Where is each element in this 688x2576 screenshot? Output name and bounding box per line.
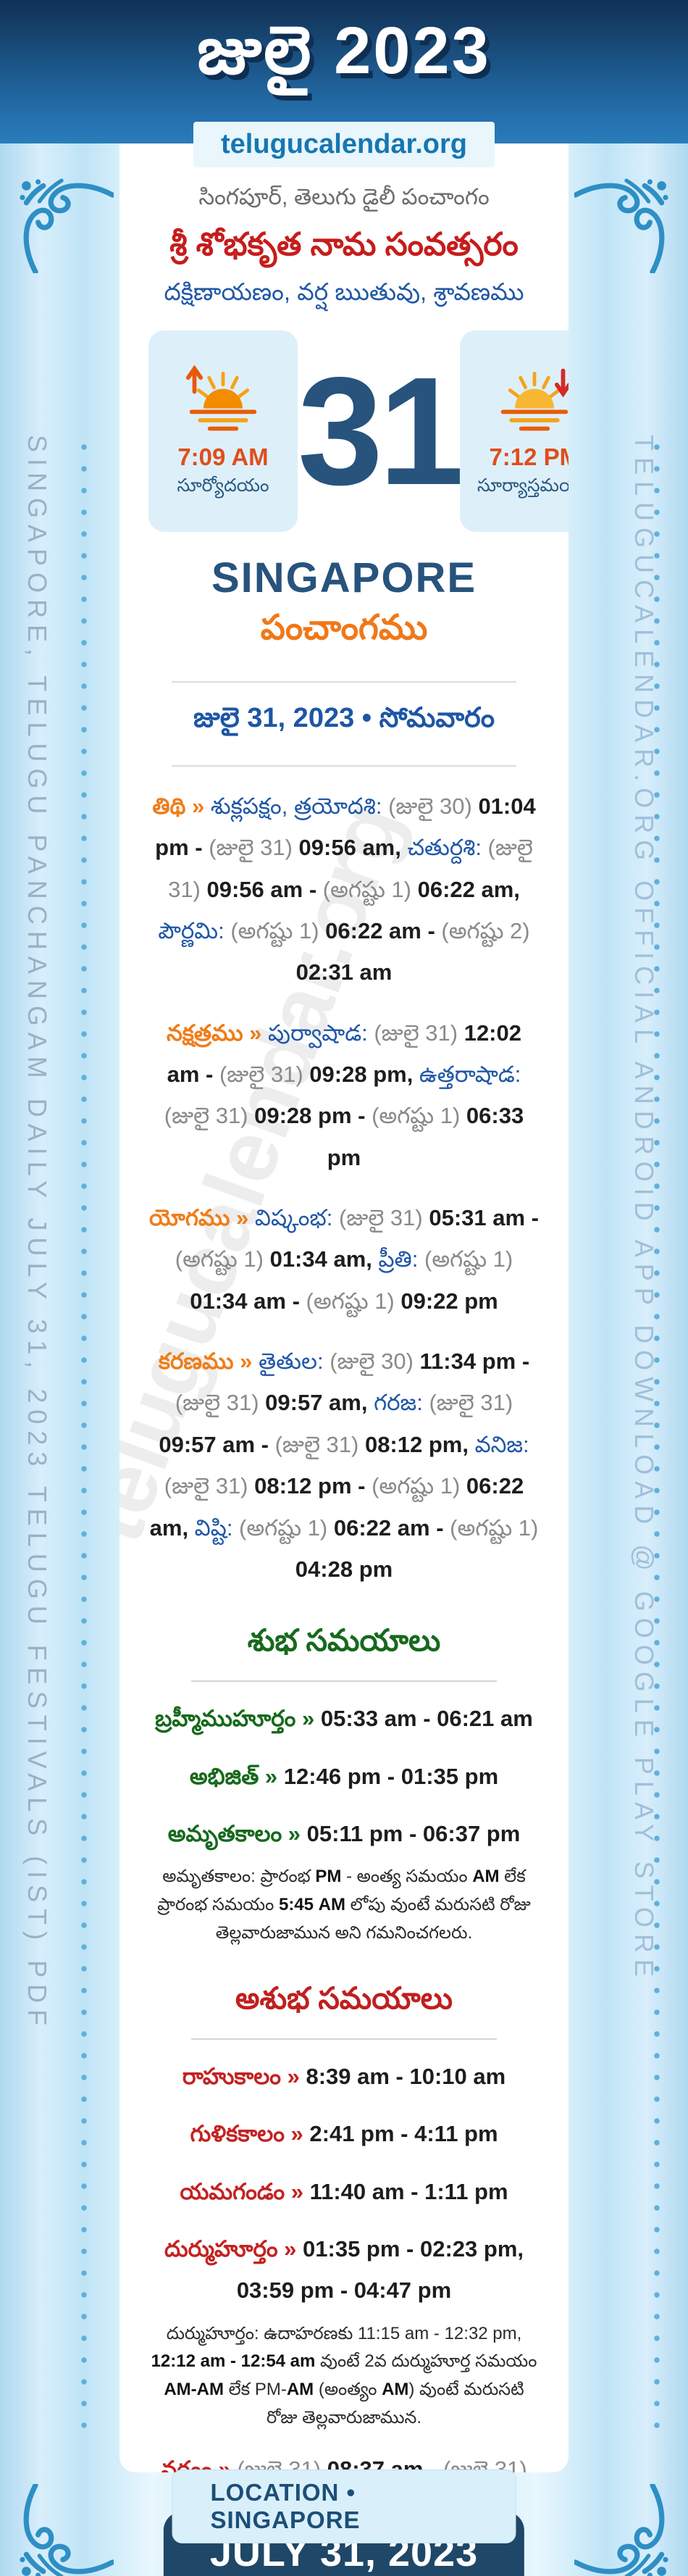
karana-line: కరణము » తైతుల: (జులై 30) 11:34 pm - (జుల… (149, 1349, 539, 1582)
divider (172, 765, 516, 767)
nakshatra-line: నక్షత్రము » పుర్వాషాడ: (జులై 31) 12:02 a… (164, 1020, 524, 1170)
date-line: జులై 31, 2023 • సోమవారం (193, 703, 495, 733)
sunrise-time: 7:09 AM (177, 443, 269, 470)
tagline: సింగపూర్, తెలుగు డైలీ పంచాంగం (198, 184, 490, 209)
shubha-heading: శుభ సమయాలు (247, 1623, 441, 1658)
flourish-corner-icon (574, 2484, 668, 2576)
durmuhurtam-line: దుర్ముహూర్తం » 01:35 pm - 02:23 pm, 03:5… (164, 2235, 524, 2304)
sunrise-icon (185, 364, 257, 430)
flourish-corner-icon (20, 178, 114, 273)
tithi-line: తిథి » శుక్లపక్షం, త్రయోదశి: (జులై 30) 0… (152, 793, 536, 985)
day-number: 31 (298, 345, 464, 517)
panchangam-title: పంచాంగము (260, 609, 428, 647)
city-name: SINGAPORE (211, 554, 477, 601)
yoga-line: యోగము » విష్కంభ: (జులై 31) 05:31 am - (అ… (149, 1205, 539, 1314)
sunset-icon (500, 368, 569, 430)
sunrise-label: సూర్యోదయం (177, 475, 269, 496)
sun-times-row: 7:09 AM సూర్యోదయం 31 (148, 330, 569, 532)
yamagandam-line: యమగండం » 11:40 am - 1:11 pm (180, 2178, 508, 2204)
divider (191, 2038, 497, 2040)
site-link[interactable]: telugucalendar.org (193, 122, 495, 167)
header-banner: జులై 2023 (0, 0, 688, 143)
rahukalam-line: రాహుకాలం » 8:39 am - 10:10 am (182, 2063, 506, 2089)
brahmi-muhurtham-line: బ్రహ్మీముహూర్తం » 05:33 am - 06:21 am (155, 1706, 533, 1732)
gulikakalam-line: గుళికకాలం » 2:41 pm - 4:11 pm (190, 2121, 498, 2147)
divider (172, 681, 516, 683)
varjyam-line: వర్జ్యం » (జులై 31) 08:37 am - (జులై 31)… (161, 2456, 527, 2472)
divider (191, 1680, 497, 1683)
left-dotted-divider (81, 443, 87, 2436)
ayana-rutu-masa: దక్షిణాయణం, వర్ష ఋతువు, శ్రావణము (164, 278, 524, 305)
right-dotted-divider (654, 443, 660, 2436)
left-vertical-watermark: SINGAPORE, TELUGU PANCHANGAM DAILY JULY … (22, 435, 52, 2033)
content-card: telugucalendar.org సింగపూర్, తెలుగు డైలీ… (119, 143, 569, 2472)
durmuhurtam-note: దుర్ముహూర్తం: ఉదాహరణకు 11:15 am - 12:32 … (151, 2323, 537, 2428)
amritakalam-note: అమృతకాలం: ప్రారంభ PM - అంత్య సమయం AM లేక… (157, 1867, 531, 1943)
abhijit-line: అభిజిత్ » 12:46 pm - 01:35 pm (189, 1763, 499, 1789)
page-title: జులై 2023 (197, 14, 491, 88)
sunset-time: 7:12 PM (489, 443, 569, 470)
telugu-year-name: శ్రీ శోభకృత నామ సంవత్సరం (169, 227, 519, 262)
sunrise-card: 7:09 AM సూర్యోదయం (148, 330, 298, 532)
location-badge[interactable]: LOCATION • SINGAPORE (172, 2469, 516, 2543)
flourish-corner-icon (20, 2484, 114, 2576)
sunset-label: సూర్యాస్తమయం (477, 475, 569, 496)
sunset-card: 7:12 PM సూర్యాస్తమయం (459, 330, 569, 532)
flourish-corner-icon (574, 178, 668, 273)
ashubha-heading: అశుభ సమయాలు (235, 1980, 453, 2015)
amritakalam-line: అమృతకాలం » 05:11 pm - 06:37 pm (167, 1820, 521, 1846)
